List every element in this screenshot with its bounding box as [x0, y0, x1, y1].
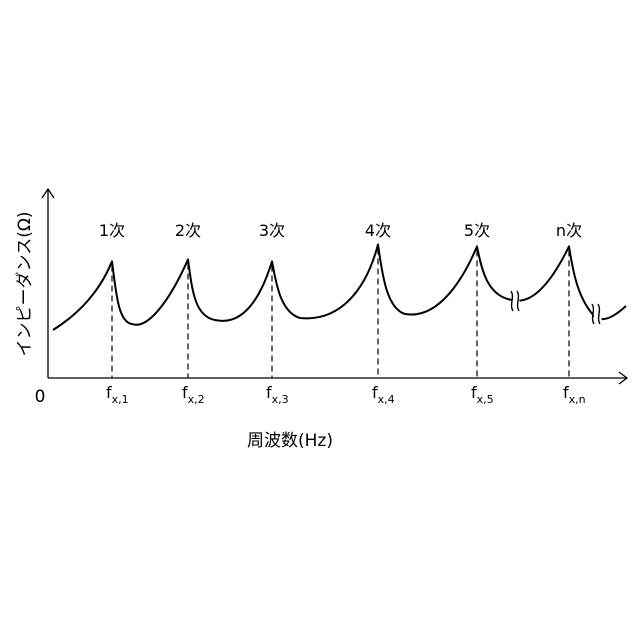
axis-break-mark — [592, 304, 600, 324]
x-tick-subscript: x,4 — [378, 393, 395, 406]
x-axis-label: 周波数(Hz) — [247, 431, 333, 451]
x-tick-label: fx,1 — [106, 383, 129, 406]
y-axis-label: インピーダンス(Ω) — [15, 212, 35, 357]
x-tick-label: fx,5 — [471, 383, 494, 406]
peak-order-label: 4次 — [365, 221, 391, 240]
peak-order-label: 5次 — [464, 221, 490, 240]
x-tick-subscript: x,n — [569, 393, 586, 406]
x-tick-subscript: x,1 — [112, 393, 129, 406]
x-tick-subscript: x,5 — [477, 393, 494, 406]
origin-label: 0 — [35, 387, 46, 407]
impedance-curve — [53, 245, 626, 330]
x-tick-label: fx,n — [563, 383, 586, 406]
peak-order-label: 1次 — [99, 221, 125, 240]
x-tick-subscript: x,3 — [272, 393, 289, 406]
peak-order-label: n次 — [556, 221, 582, 240]
x-tick-label: fx,2 — [182, 383, 205, 406]
x-tick-subscript: x,2 — [188, 393, 205, 406]
x-tick-label: fx,3 — [266, 383, 289, 406]
peak-order-label: 3次 — [259, 221, 285, 240]
peak-order-label: 2次 — [175, 221, 201, 240]
axis-break-mark — [511, 291, 519, 311]
x-tick-label: fx,4 — [372, 383, 395, 406]
